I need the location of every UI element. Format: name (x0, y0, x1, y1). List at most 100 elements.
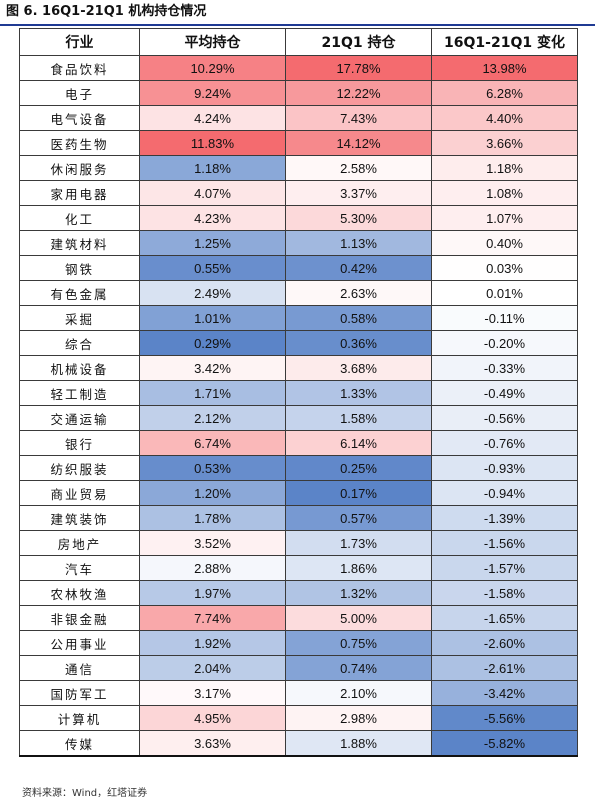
cell-average-holding: 0.55% (139, 255, 286, 281)
cell-average-holding: 2.49% (139, 280, 286, 306)
table-body: 食品饮料 10.29% 17.78% 13.98% 电子 9.24% 12.22% 6.28%… (19, 55, 578, 757)
table-row: 纺织服装 0.53% 0.25% -0.93% (19, 455, 578, 481)
cell-industry: 有色金属 (19, 280, 140, 306)
cell-change: 0.40% (431, 230, 578, 256)
cell-industry: 国防军工 (19, 680, 140, 706)
cell-change: -0.94% (431, 480, 578, 506)
table-row: 化工 4.23% 5.30% 1.07% (19, 205, 578, 231)
cell-industry: 通信 (19, 655, 140, 681)
cell-21q1-holding: 6.14% (285, 430, 432, 456)
cell-industry: 钢铁 (19, 255, 140, 281)
cell-21q1-holding: 1.88% (285, 730, 432, 757)
cell-change: -1.56% (431, 530, 578, 556)
header-change: 16Q1-21Q1 变化 (431, 28, 578, 56)
cell-21q1-holding: 0.17% (285, 480, 432, 506)
cell-change: 0.03% (431, 255, 578, 281)
cell-average-holding: 1.92% (139, 630, 286, 656)
cell-industry: 房地产 (19, 530, 140, 556)
table-row: 银行 6.74% 6.14% -0.76% (19, 430, 578, 456)
table-row: 食品饮料 10.29% 17.78% 13.98% (19, 55, 578, 81)
cell-21q1-holding: 2.98% (285, 705, 432, 731)
cell-average-holding: 1.97% (139, 580, 286, 606)
cell-21q1-holding: 1.58% (285, 405, 432, 431)
cell-21q1-holding: 0.36% (285, 330, 432, 356)
cell-change: 1.08% (431, 180, 578, 206)
cell-change: -1.58% (431, 580, 578, 606)
cell-change: -0.33% (431, 355, 578, 381)
cell-average-holding: 2.04% (139, 655, 286, 681)
cell-21q1-holding: 1.32% (285, 580, 432, 606)
holdings-heatmap-table: 行业 平均持仓 21Q1 持仓 16Q1-21Q1 变化 食品饮料 10.29% 1… (19, 28, 578, 757)
cell-industry: 化工 (19, 205, 140, 231)
cell-change: -0.93% (431, 455, 578, 481)
source-note: 资料来源：Wind，红塔证券 (22, 788, 148, 799)
table-row: 计算机 4.95% 2.98% -5.56% (19, 705, 578, 731)
cell-21q1-holding: 5.30% (285, 205, 432, 231)
cell-21q1-holding: 1.86% (285, 555, 432, 581)
cell-21q1-holding: 7.43% (285, 105, 432, 131)
cell-industry: 传媒 (19, 730, 140, 757)
cell-change: 6.28% (431, 80, 578, 106)
cell-21q1-holding: 2.63% (285, 280, 432, 306)
cell-industry: 公用事业 (19, 630, 140, 656)
cell-industry: 银行 (19, 430, 140, 456)
cell-average-holding: 4.24% (139, 105, 286, 131)
cell-21q1-holding: 0.25% (285, 455, 432, 481)
table-row: 建筑装饰 1.78% 0.57% -1.39% (19, 505, 578, 531)
cell-21q1-holding: 5.00% (285, 605, 432, 631)
cell-21q1-holding: 0.74% (285, 655, 432, 681)
table-row: 建筑材料 1.25% 1.13% 0.40% (19, 230, 578, 256)
header-industry: 行业 (19, 28, 140, 56)
cell-21q1-holding: 3.37% (285, 180, 432, 206)
table-row: 休闲服务 1.18% 2.58% 1.18% (19, 155, 578, 181)
table-row: 传媒 3.63% 1.88% -5.82% (19, 730, 578, 757)
header-21q1-holding: 21Q1 持仓 (285, 28, 432, 56)
cell-change: 1.18% (431, 155, 578, 181)
cell-21q1-holding: 0.42% (285, 255, 432, 281)
cell-21q1-holding: 1.33% (285, 380, 432, 406)
table-row: 轻工制造 1.71% 1.33% -0.49% (19, 380, 578, 406)
cell-average-holding: 11.83% (139, 130, 286, 156)
cell-average-holding: 0.29% (139, 330, 286, 356)
cell-21q1-holding: 17.78% (285, 55, 432, 81)
cell-average-holding: 1.01% (139, 305, 286, 331)
table-row: 有色金属 2.49% 2.63% 0.01% (19, 280, 578, 306)
table-row: 电子 9.24% 12.22% 6.28% (19, 80, 578, 106)
cell-change: -1.57% (431, 555, 578, 581)
cell-change: 4.40% (431, 105, 578, 131)
cell-industry: 综合 (19, 330, 140, 356)
cell-average-holding: 3.17% (139, 680, 286, 706)
cell-average-holding: 4.23% (139, 205, 286, 231)
cell-average-holding: 3.63% (139, 730, 286, 757)
cell-average-holding: 9.24% (139, 80, 286, 106)
table-row: 汽车 2.88% 1.86% -1.57% (19, 555, 578, 581)
cell-average-holding: 10.29% (139, 55, 286, 81)
table-row: 国防军工 3.17% 2.10% -3.42% (19, 680, 578, 706)
cell-21q1-holding: 0.75% (285, 630, 432, 656)
cell-industry: 电气设备 (19, 105, 140, 131)
cell-average-holding: 1.18% (139, 155, 286, 181)
cell-change: -0.49% (431, 380, 578, 406)
cell-change: -5.82% (431, 730, 578, 757)
cell-21q1-holding: 14.12% (285, 130, 432, 156)
cell-industry: 轻工制造 (19, 380, 140, 406)
table-row: 综合 0.29% 0.36% -0.20% (19, 330, 578, 356)
cell-industry: 食品饮料 (19, 55, 140, 81)
cell-industry: 计算机 (19, 705, 140, 731)
cell-21q1-holding: 0.57% (285, 505, 432, 531)
cell-change: -2.61% (431, 655, 578, 681)
cell-industry: 建筑装饰 (19, 505, 140, 531)
table-row: 非银金融 7.74% 5.00% -1.65% (19, 605, 578, 631)
table-row: 家用电器 4.07% 3.37% 1.08% (19, 180, 578, 206)
cell-21q1-holding: 2.58% (285, 155, 432, 181)
cell-average-holding: 4.07% (139, 180, 286, 206)
cell-industry: 汽车 (19, 555, 140, 581)
cell-average-holding: 1.20% (139, 480, 286, 506)
cell-industry: 医药生物 (19, 130, 140, 156)
table-row: 房地产 3.52% 1.73% -1.56% (19, 530, 578, 556)
table-row: 交通运输 2.12% 1.58% -0.56% (19, 405, 578, 431)
cell-industry: 采掘 (19, 305, 140, 331)
cell-industry: 机械设备 (19, 355, 140, 381)
cell-industry: 纺织服装 (19, 455, 140, 481)
cell-industry: 休闲服务 (19, 155, 140, 181)
